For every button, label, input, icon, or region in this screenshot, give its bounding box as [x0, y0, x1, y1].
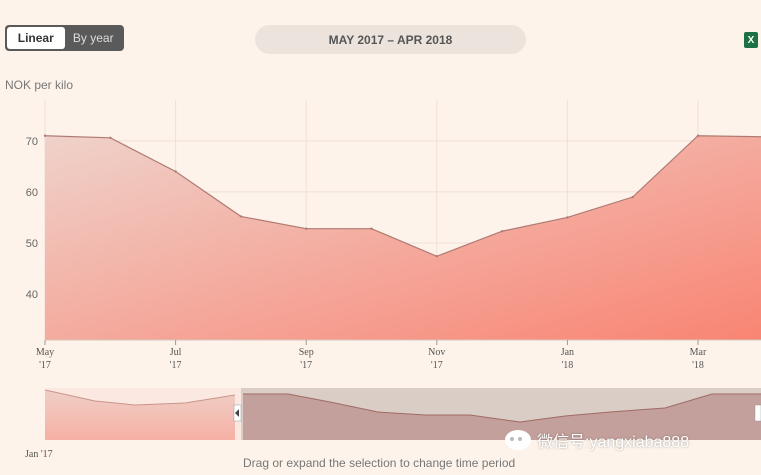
data-point: [631, 195, 634, 199]
x-tick-label: Sep: [299, 347, 314, 358]
data-point: [696, 134, 700, 137]
watermark: 微信号:yangxiaba888: [505, 428, 689, 452]
series-area: [45, 135, 761, 340]
wechat-icon: [505, 430, 531, 450]
selection-hint: Drag or expand the selection to change t…: [243, 456, 516, 470]
linear-button[interactable]: Linear: [7, 27, 65, 49]
navigator-selection[interactable]: [241, 388, 761, 440]
data-point: [500, 230, 504, 233]
navigator-area-left: [45, 390, 235, 440]
navigator-left-handle-arrow: [235, 409, 239, 417]
navigator-right-handle[interactable]: [754, 404, 761, 422]
data-point: [435, 255, 438, 258]
data-point: [239, 215, 243, 218]
y-tick-label: 50: [26, 238, 38, 250]
chart-mode-toggle: Linear By year: [5, 25, 124, 51]
data-point: [174, 170, 177, 173]
watermark-text: 微信号:yangxiaba888: [537, 434, 690, 451]
date-range-label[interactable]: MAY 2017 – APR 2018: [255, 25, 526, 54]
y-tick-label: 70: [26, 136, 38, 148]
x-tick-year: '17: [39, 360, 51, 371]
x-tick-year: '18: [561, 360, 573, 371]
y-tick-label: 60: [26, 187, 38, 199]
x-tick-year: '18: [692, 360, 704, 371]
excel-icon[interactable]: X: [744, 32, 758, 48]
x-tick-label: Mar: [690, 347, 707, 358]
by-year-button[interactable]: By year: [72, 31, 114, 45]
navigator-line-selected: [243, 393, 761, 423]
x-tick-label: May: [36, 347, 54, 358]
data-point: [109, 136, 112, 139]
data-point: [370, 227, 373, 230]
y-tick-label: 40: [26, 289, 38, 301]
x-tick-label: Jul: [170, 347, 182, 358]
y-axis-label: NOK per kilo: [5, 78, 74, 92]
x-tick-year: '17: [431, 360, 443, 371]
data-point: [305, 227, 308, 230]
data-point: [43, 134, 47, 137]
x-tick-year: '17: [170, 360, 182, 371]
x-tick-label: Jan: [561, 347, 574, 358]
navigator-start-label: Jan '17: [25, 449, 53, 460]
data-point: [566, 216, 569, 219]
navigator-line-left: [44, 389, 236, 406]
x-tick-label: Nov: [428, 347, 445, 358]
x-tick-year: '17: [300, 360, 312, 371]
